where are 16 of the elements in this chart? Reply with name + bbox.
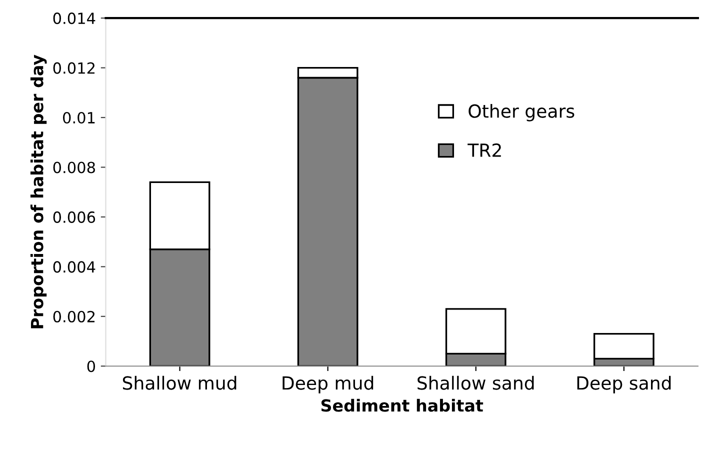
- x-tick-label: Shallow mud: [122, 376, 236, 390]
- y-tick-label: 0.008: [53, 162, 95, 174]
- x-tick-label: Shallow sand: [418, 376, 534, 390]
- x-axis-title: Sediment habitat: [321, 398, 484, 412]
- y-tick-label: 0.006: [53, 211, 96, 223]
- legend-label: TR2: [468, 143, 501, 157]
- y-tick-label: 0.01: [63, 112, 95, 124]
- y-tick-label: 0.002: [53, 310, 94, 322]
- y-tick-label: 0.012: [53, 62, 94, 74]
- x-tick-label: Deep mud: [282, 376, 374, 394]
- y-tick-label: 0: [87, 360, 96, 372]
- y-axis-title: Proportion of habitat per day: [30, 54, 47, 328]
- y-tick-label: 0.004: [53, 261, 96, 273]
- legend-label: Other gears: [468, 104, 574, 122]
- x-tick-label: Deep sand: [577, 376, 671, 394]
- y-tick-label: 0.014: [53, 12, 96, 24]
